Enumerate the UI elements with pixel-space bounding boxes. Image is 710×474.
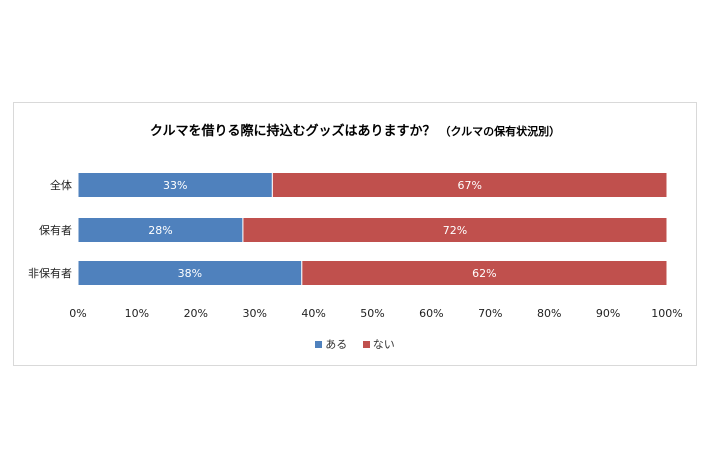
bars-layer: 33% 67% 28% 72% 38% 62% <box>77 172 668 286</box>
category-label: 非保有者 <box>28 266 72 280</box>
legend-swatch-nai <box>362 341 370 348</box>
bar-segment-nai <box>242 217 668 243</box>
x-tick-label: 40% <box>301 307 325 320</box>
legend-label-nai: ない <box>372 338 395 351</box>
legend-item-aru: ある <box>315 336 347 352</box>
bar-segment-nai <box>271 172 668 198</box>
x-axis-ticks: 0% 10% 20% 30% 40% 50% 60% 70% 80% 90% 100% <box>69 307 682 320</box>
chart-title-block: クルマを借りる際に持込むグッズはありますか？ （クルマの保有状況別） <box>0 120 710 139</box>
x-tick-label: 60% <box>419 307 443 320</box>
x-tick-label: 80% <box>537 307 561 320</box>
x-tick-label: 70% <box>478 307 502 320</box>
legend-label-aru: ある <box>325 338 348 351</box>
legend-swatch-aru <box>315 341 323 348</box>
x-tick-label: 100% <box>651 307 682 320</box>
chart-title: クルマを借りる際に持込むグッズはありますか？ <box>149 124 436 139</box>
x-tick-label: 10% <box>125 307 149 320</box>
bar-segment-aru <box>77 260 303 286</box>
x-tick-label: 90% <box>596 307 620 320</box>
x-tick-label: 50% <box>360 307 384 320</box>
x-tick-label: 20% <box>184 307 208 320</box>
data-label: 62% <box>472 267 496 280</box>
chart-subtitle: （クルマの保有状況別） <box>439 125 561 138</box>
legend-item-nai: ない <box>362 336 395 352</box>
legend: ある ない <box>0 336 710 352</box>
data-label: 67% <box>457 179 481 192</box>
category-label: 全体 <box>50 178 72 192</box>
data-label: 72% <box>443 224 467 237</box>
x-tick-label: 30% <box>242 307 266 320</box>
category-label: 保有者 <box>39 223 72 237</box>
x-tick-label: 0% <box>69 307 86 320</box>
bar-segment-nai <box>301 260 668 286</box>
data-label: 38% <box>178 267 202 280</box>
bar-segment-aru <box>77 217 244 243</box>
data-label: 28% <box>148 224 172 237</box>
data-label: 33% <box>163 179 187 192</box>
